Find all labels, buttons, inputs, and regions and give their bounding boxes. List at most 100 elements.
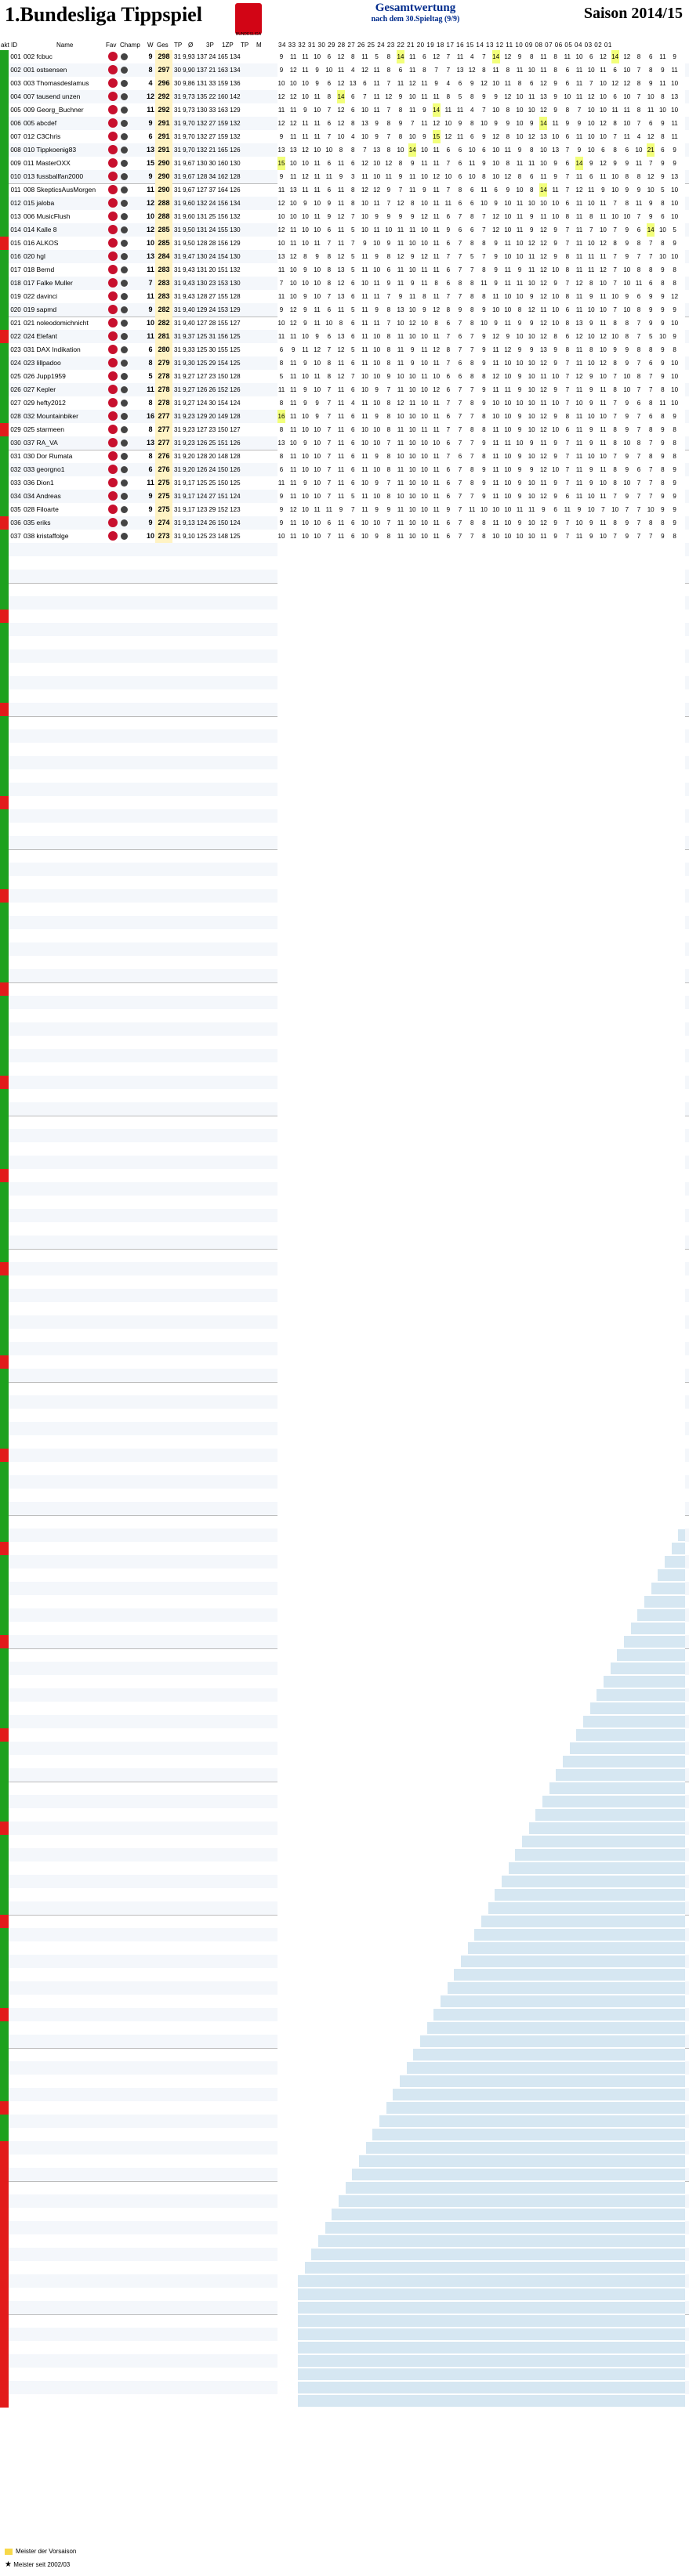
table-row[interactable] bbox=[0, 982, 689, 996]
table-row[interactable]: 001 002 fcbuc 9 298 31 9,93 137 24 165 134 9 1… bbox=[0, 50, 689, 63]
table-row[interactable] bbox=[0, 2221, 689, 2234]
table-row[interactable] bbox=[0, 929, 689, 942]
table-row[interactable] bbox=[0, 1755, 689, 1768]
table-row[interactable] bbox=[0, 1981, 689, 1995]
table-row[interactable] bbox=[0, 769, 689, 783]
table-row[interactable] bbox=[0, 1915, 689, 1928]
table-row[interactable] bbox=[0, 1555, 689, 1568]
table-row[interactable]: 002 001 ostsensen 8 297 30 9,90 137 21 163 1… bbox=[0, 63, 689, 77]
table-row[interactable]: 004 007 tausend unzen 12 292 31 9,73 135 22 … bbox=[0, 90, 689, 103]
table-row[interactable] bbox=[0, 836, 689, 849]
table-row[interactable] bbox=[0, 1728, 689, 1742]
table-row[interactable] bbox=[0, 2208, 689, 2221]
table-row[interactable]: 010 013 fussballfan2000 9 290 31 9,67 128 34… bbox=[0, 170, 689, 183]
table-row[interactable] bbox=[0, 703, 689, 716]
table-row[interactable] bbox=[0, 716, 689, 729]
table-row[interactable] bbox=[0, 1489, 689, 1502]
table-row[interactable] bbox=[0, 2155, 689, 2168]
table-row[interactable]: 033 036 Dion1 11 275 31 9,17 125 25 150 125 1… bbox=[0, 476, 689, 490]
table-row[interactable] bbox=[0, 1249, 689, 1262]
table-row[interactable] bbox=[0, 2394, 689, 2408]
table-row[interactable] bbox=[0, 2274, 689, 2288]
table-row[interactable] bbox=[0, 1742, 689, 1755]
table-row[interactable] bbox=[0, 1768, 689, 1782]
table-row[interactable] bbox=[0, 2234, 689, 2248]
table-row[interactable] bbox=[0, 2301, 689, 2314]
table-row[interactable] bbox=[0, 2381, 689, 2394]
table-row[interactable]: 017 018 Bernd 11 283 31 9,43 131 20 151 132 1… bbox=[0, 263, 689, 277]
table-row[interactable] bbox=[0, 2168, 689, 2181]
table-row[interactable] bbox=[0, 1142, 689, 1156]
table-row[interactable]: 022 024 Elefant 11 281 31 9,37 125 31 156 12… bbox=[0, 330, 689, 343]
table-row[interactable] bbox=[0, 996, 689, 1009]
table-row[interactable] bbox=[0, 1568, 689, 1582]
table-row[interactable] bbox=[0, 610, 689, 623]
table-row[interactable]: 014 014 Kalle 8 12 285 31 9,50 131 24 155 13… bbox=[0, 223, 689, 237]
table-row[interactable] bbox=[0, 2048, 689, 2061]
table-row[interactable]: 019 022 davinci 11 283 31 9,43 128 27 155 12… bbox=[0, 290, 689, 303]
table-row[interactable] bbox=[0, 729, 689, 743]
table-row[interactable]: 035 028 Filoarte 9 275 31 9,17 123 29 152 12… bbox=[0, 503, 689, 516]
table-row[interactable] bbox=[0, 1116, 689, 1129]
table-row[interactable] bbox=[0, 849, 689, 863]
table-row[interactable] bbox=[0, 1462, 689, 1475]
table-row[interactable]: 031 030 Dor Rumata 8 276 31 9,20 128 20 148 … bbox=[0, 450, 689, 463]
table-row[interactable] bbox=[0, 1329, 689, 1342]
table-row[interactable] bbox=[0, 1515, 689, 1529]
table-row[interactable] bbox=[0, 543, 689, 556]
table-row[interactable] bbox=[0, 1036, 689, 1049]
table-row[interactable] bbox=[0, 903, 689, 916]
table-row[interactable] bbox=[0, 556, 689, 570]
table-row[interactable] bbox=[0, 1888, 689, 1901]
table-row[interactable] bbox=[0, 1848, 689, 1861]
table-row[interactable]: 026 027 Kepler 11 278 31 9,27 126 26 152 126… bbox=[0, 383, 689, 396]
table-row[interactable] bbox=[0, 2128, 689, 2141]
table-row[interactable] bbox=[0, 1275, 689, 1289]
table-row[interactable] bbox=[0, 2328, 689, 2341]
table-row[interactable] bbox=[0, 796, 689, 809]
table-row[interactable] bbox=[0, 2061, 689, 2075]
table-row[interactable] bbox=[0, 2035, 689, 2048]
table-row[interactable] bbox=[0, 1302, 689, 1315]
table-row[interactable]: 028 032 Mountainbiker 16 277 31 9,23 129 20 … bbox=[0, 410, 689, 423]
table-row[interactable] bbox=[0, 2288, 689, 2301]
table-row[interactable] bbox=[0, 2354, 689, 2368]
table-row[interactable] bbox=[0, 1182, 689, 1196]
table-row[interactable] bbox=[0, 2194, 689, 2208]
table-row[interactable]: 018 017 Falke Muller 7 283 31 9,43 130 23 15… bbox=[0, 277, 689, 290]
table-row[interactable] bbox=[0, 689, 689, 703]
table-row[interactable] bbox=[0, 2368, 689, 2381]
table-row[interactable] bbox=[0, 1475, 689, 1489]
table-row[interactable] bbox=[0, 1169, 689, 1182]
table-row[interactable] bbox=[0, 2115, 689, 2128]
table-row[interactable] bbox=[0, 1409, 689, 1422]
table-row[interactable] bbox=[0, 1156, 689, 1169]
table-row[interactable] bbox=[0, 1395, 689, 1409]
table-row[interactable] bbox=[0, 1822, 689, 1835]
table-row[interactable]: 016 020 hgl 13 284 31 9,47 130 24 154 130 13 1… bbox=[0, 250, 689, 263]
table-row[interactable] bbox=[0, 1022, 689, 1036]
table-row[interactable] bbox=[0, 1196, 689, 1209]
table-row[interactable] bbox=[0, 2088, 689, 2101]
table-row[interactable] bbox=[0, 1861, 689, 1875]
table-row[interactable] bbox=[0, 1622, 689, 1635]
table-row[interactable] bbox=[0, 1529, 689, 1542]
table-row[interactable]: 013 006 MusicFlush 10 288 31 9,60 131 25 156… bbox=[0, 210, 689, 223]
table-row[interactable] bbox=[0, 1955, 689, 1968]
table-row[interactable] bbox=[0, 889, 689, 903]
table-row[interactable] bbox=[0, 1875, 689, 1888]
table-row[interactable] bbox=[0, 1315, 689, 1329]
table-row[interactable] bbox=[0, 1062, 689, 1076]
table-row[interactable]: 030 037 RA_VA 13 277 31 9,23 126 25 151 126 1… bbox=[0, 436, 689, 450]
table-row[interactable] bbox=[0, 876, 689, 889]
table-row[interactable]: 020 019 sapmd 9 282 31 9,40 129 24 153 129 9 1… bbox=[0, 303, 689, 317]
table-row[interactable] bbox=[0, 1995, 689, 2008]
table-row[interactable] bbox=[0, 1595, 689, 1608]
table-row[interactable] bbox=[0, 1675, 689, 1688]
table-row[interactable] bbox=[0, 863, 689, 876]
table-row[interactable] bbox=[0, 1688, 689, 1702]
table-row[interactable] bbox=[0, 2008, 689, 2021]
table-row[interactable] bbox=[0, 1076, 689, 1089]
table-row[interactable]: 037 038 kristaffolge 10 273 31 9,10 125 23 1… bbox=[0, 530, 689, 543]
table-row[interactable] bbox=[0, 596, 689, 610]
